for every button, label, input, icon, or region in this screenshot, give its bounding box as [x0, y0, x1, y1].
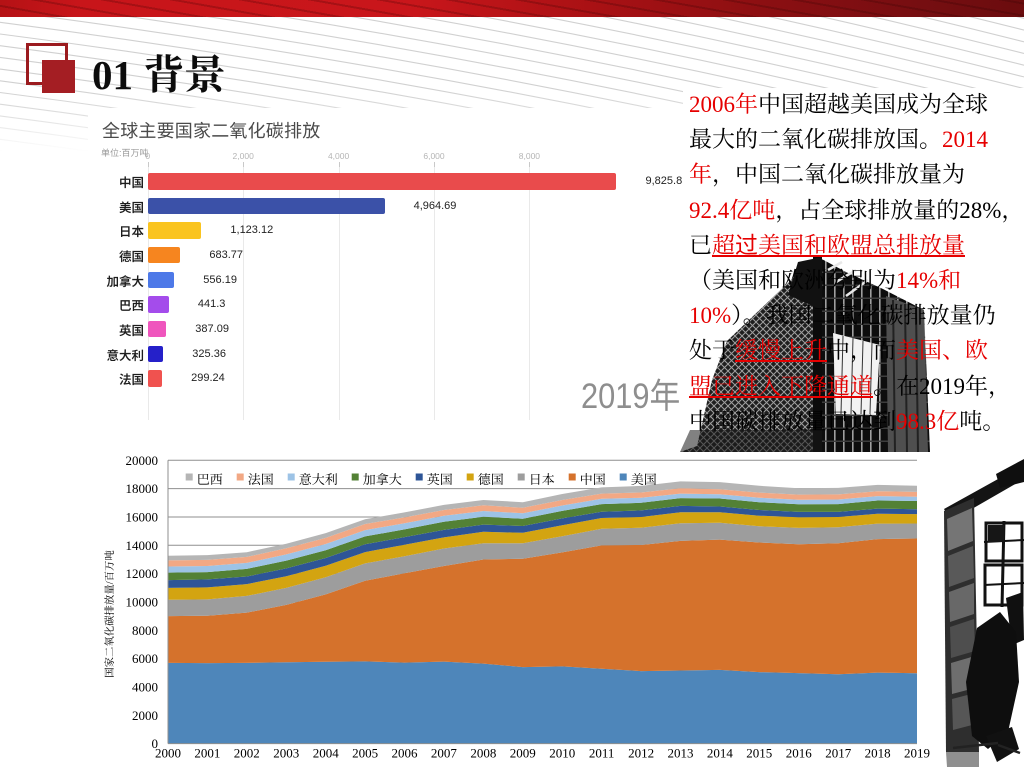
svg-text:0: 0	[152, 736, 159, 751]
svg-text:2018: 2018	[865, 746, 891, 761]
svg-text:2015: 2015	[746, 746, 772, 761]
svg-text:2007: 2007	[431, 746, 458, 761]
svg-text:2008: 2008	[470, 746, 496, 761]
svg-text:16000: 16000	[126, 510, 159, 525]
svg-text:2016: 2016	[786, 746, 813, 761]
svg-text:2000: 2000	[132, 708, 158, 723]
svg-text:20000: 20000	[126, 453, 159, 468]
svg-text:意大利: 意大利	[299, 472, 338, 487]
svg-text:2006: 2006	[392, 746, 419, 761]
svg-text:2013: 2013	[668, 746, 694, 761]
svg-text:2005: 2005	[352, 746, 378, 761]
svg-text:2019: 2019	[904, 746, 930, 761]
svg-text:德国: 德国	[478, 472, 504, 487]
svg-text:中国: 中国	[580, 472, 606, 487]
svg-text:10000: 10000	[126, 595, 159, 610]
svg-text:4000: 4000	[132, 679, 158, 694]
svg-text:2004: 2004	[313, 746, 340, 761]
svg-text:2000: 2000	[155, 746, 181, 761]
svg-text:18000: 18000	[126, 481, 159, 496]
svg-text:2003: 2003	[273, 746, 299, 761]
svg-text:美国: 美国	[631, 472, 657, 487]
svg-text:2009: 2009	[510, 746, 536, 761]
svg-text:2010: 2010	[549, 746, 575, 761]
svg-text:6000: 6000	[132, 651, 158, 666]
svg-text:2012: 2012	[628, 746, 654, 761]
svg-text:2017: 2017	[825, 746, 852, 761]
svg-text:12000: 12000	[126, 566, 159, 581]
svg-text:国家二氧化碳排放量/百万吨: 国家二氧化碳排放量/百万吨	[104, 550, 116, 678]
svg-text:日本: 日本	[529, 472, 555, 487]
svg-text:14000: 14000	[126, 538, 159, 553]
svg-text:2001: 2001	[194, 746, 220, 761]
svg-text:8000: 8000	[132, 623, 158, 638]
svg-text:2014: 2014	[707, 746, 734, 761]
svg-text:法国: 法国	[248, 472, 274, 487]
svg-text:巴西: 巴西	[197, 472, 223, 487]
svg-text:英国: 英国	[427, 472, 453, 487]
svg-text:2011: 2011	[589, 746, 615, 761]
svg-text:2002: 2002	[234, 746, 260, 761]
svg-text:加拿大: 加拿大	[363, 472, 402, 487]
